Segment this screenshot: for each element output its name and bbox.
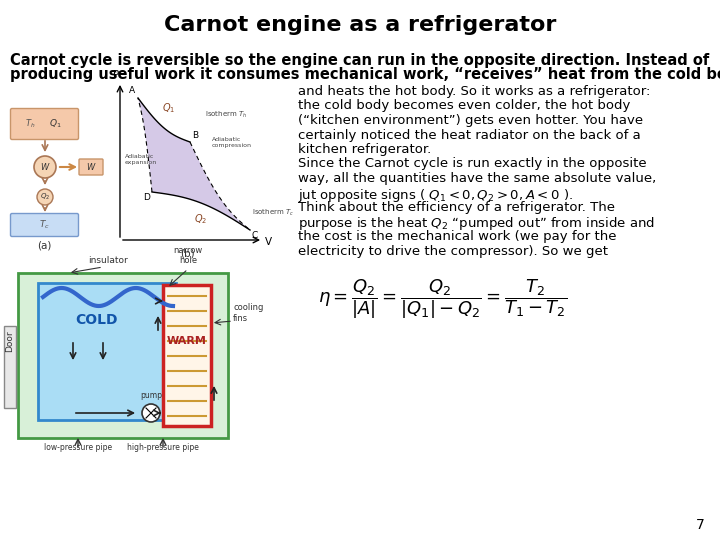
Text: V: V — [265, 237, 272, 247]
Text: the cold body becomes even colder, the hot body: the cold body becomes even colder, the h… — [298, 99, 631, 112]
Text: $\eta = \dfrac{Q_2}{|A|} = \dfrac{Q_2}{|Q_1| - Q_2} = \dfrac{T_2}{T_1 - T_2}$: $\eta = \dfrac{Q_2}{|A|} = \dfrac{Q_2}{|… — [318, 277, 567, 321]
Text: 7: 7 — [696, 518, 704, 532]
Text: low-pressure pipe: low-pressure pipe — [44, 443, 112, 452]
Text: $W$: $W$ — [86, 161, 96, 172]
FancyBboxPatch shape — [4, 326, 16, 408]
FancyBboxPatch shape — [18, 273, 228, 438]
Text: narrow
hole: narrow hole — [174, 246, 202, 265]
Text: Carnot cycle is reversible so the engine can run in the opposite direction. Inst: Carnot cycle is reversible so the engine… — [10, 53, 709, 68]
Text: $T_c$: $T_c$ — [39, 219, 50, 231]
Text: pump: pump — [140, 391, 162, 400]
Text: Adiabatic
expansion: Adiabatic expansion — [125, 154, 157, 165]
Text: cooling
fins: cooling fins — [233, 303, 264, 323]
Text: Isotherm $T_c$: Isotherm $T_c$ — [252, 208, 294, 218]
Text: $Q_2$: $Q_2$ — [194, 212, 207, 226]
Text: $Q_2$: $Q_2$ — [40, 192, 50, 202]
Text: C: C — [252, 231, 258, 240]
Circle shape — [37, 189, 53, 205]
Text: (b): (b) — [180, 248, 194, 258]
Text: COLD: COLD — [75, 313, 117, 327]
Text: electricity to drive the compressor). So we get: electricity to drive the compressor). So… — [298, 245, 608, 258]
Text: (“kitchen environment”) gets even hotter. You have: (“kitchen environment”) gets even hotter… — [298, 114, 643, 127]
Text: purpose is the heat $Q_2$ “pumped out” from inside and: purpose is the heat $Q_2$ “pumped out” f… — [298, 215, 655, 233]
Text: B: B — [192, 131, 198, 140]
Text: Think about the efficiency of a refrigerator. The: Think about the efficiency of a refriger… — [298, 201, 615, 214]
Text: P: P — [113, 70, 119, 80]
Text: Door: Door — [6, 330, 14, 352]
Text: the cost is the mechanical work (we pay for the: the cost is the mechanical work (we pay … — [298, 230, 616, 243]
Text: Since the Carnot cycle is run exactly in the opposite: Since the Carnot cycle is run exactly in… — [298, 158, 647, 171]
Text: $T_h$: $T_h$ — [24, 118, 35, 130]
Text: $Q_1$: $Q_1$ — [162, 101, 176, 115]
Text: way, all the quantities have the same absolute value,: way, all the quantities have the same ab… — [298, 172, 656, 185]
Text: Carnot engine as a refrigerator: Carnot engine as a refrigerator — [164, 15, 556, 35]
Text: and heats the hot body. So it works as a refrigerator:: and heats the hot body. So it works as a… — [298, 85, 650, 98]
Circle shape — [34, 156, 56, 178]
Text: insulator: insulator — [88, 256, 128, 265]
Text: A: A — [129, 86, 135, 95]
FancyBboxPatch shape — [38, 283, 176, 420]
Text: $Q_1$: $Q_1$ — [49, 118, 61, 130]
FancyBboxPatch shape — [79, 159, 103, 175]
FancyBboxPatch shape — [11, 109, 78, 139]
Text: high-pressure pipe: high-pressure pipe — [127, 443, 199, 452]
Text: certainly noticed the heat radiator on the back of a: certainly noticed the heat radiator on t… — [298, 129, 641, 141]
Text: (a): (a) — [37, 241, 51, 251]
Circle shape — [142, 404, 160, 422]
Text: kitchen refrigerator.: kitchen refrigerator. — [298, 143, 431, 156]
Text: producing useful work it consumes mechanical work, “receives” heat from the cold: producing useful work it consumes mechan… — [10, 67, 720, 82]
Text: Adiabatic
compression: Adiabatic compression — [212, 137, 252, 148]
Text: WARM: WARM — [167, 336, 207, 346]
FancyBboxPatch shape — [11, 213, 78, 237]
Text: D: D — [143, 193, 150, 202]
Text: jut opposite signs ( $Q_1 < 0, Q_2 > 0, A < 0$ ).: jut opposite signs ( $Q_1 < 0, Q_2 > 0, … — [298, 186, 573, 204]
FancyBboxPatch shape — [163, 285, 211, 426]
Polygon shape — [138, 98, 250, 230]
Text: $W$: $W$ — [40, 161, 50, 172]
Text: Isotherm $T_h$: Isotherm $T_h$ — [205, 110, 248, 120]
